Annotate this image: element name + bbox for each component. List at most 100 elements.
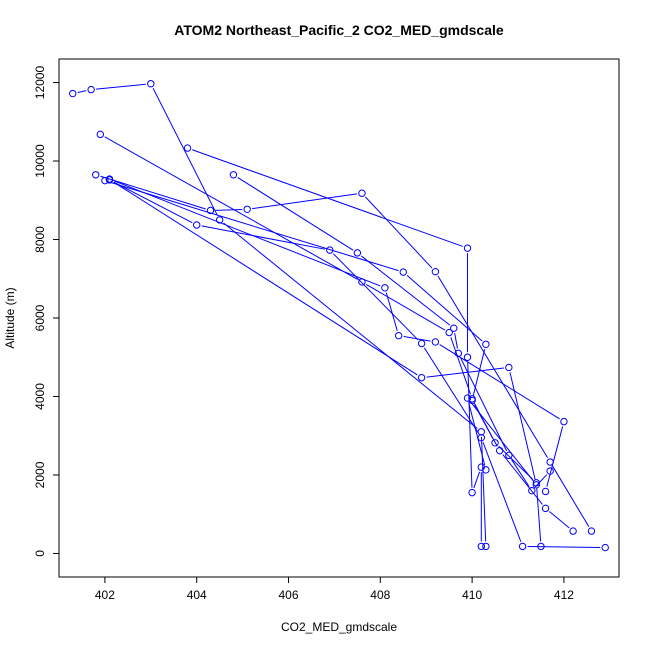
series-line-segment <box>482 442 522 542</box>
series-line-segment <box>549 511 570 529</box>
series-line-segment <box>546 426 564 487</box>
series-line-segment <box>527 545 601 548</box>
data-point <box>463 394 472 402</box>
y-tick-label: 0 <box>33 550 47 557</box>
y-axis-label: Altitude (m) <box>3 287 17 348</box>
series-7 <box>101 176 577 535</box>
data-point <box>450 324 458 332</box>
data-point <box>87 85 95 94</box>
series-line-segment <box>201 225 325 250</box>
data-point <box>431 338 440 346</box>
series-line-segment <box>511 459 530 487</box>
series-line-segment <box>192 149 463 247</box>
series-line-segment <box>109 181 399 272</box>
chart-title: ATOM2 Northeast_Pacific_2 CO2_MED_gmdsca… <box>174 22 504 38</box>
series-line-segment <box>365 196 433 269</box>
series-line-segment <box>113 180 381 287</box>
series-line-segment <box>113 181 193 224</box>
data-point <box>431 267 440 276</box>
series-line-segment <box>460 357 508 452</box>
data-point <box>560 417 568 426</box>
series-line-segment <box>450 337 471 395</box>
data-point <box>569 527 577 535</box>
series-line-segment <box>426 367 504 378</box>
data-point <box>206 206 215 215</box>
series-line-segment <box>252 193 358 210</box>
data-point <box>243 205 251 213</box>
series-line-segment <box>332 253 419 341</box>
series-line-segment <box>536 487 542 542</box>
data-point <box>482 466 490 474</box>
series-line-segment <box>552 466 590 528</box>
data-point <box>193 221 201 229</box>
series-4 <box>105 176 609 552</box>
series-line-segment <box>406 275 483 342</box>
x-tick-label: 404 <box>187 588 207 602</box>
series-line-segment <box>454 333 458 349</box>
y-tick-label: 2000 <box>33 461 47 488</box>
data-point <box>394 331 403 340</box>
series-line-segment <box>113 181 418 376</box>
data-point <box>96 130 105 139</box>
series-6 <box>229 171 554 495</box>
data-point <box>482 340 490 348</box>
series-line-segment <box>360 255 451 326</box>
x-tick-label: 402 <box>95 588 115 602</box>
data-point <box>353 249 362 257</box>
series-line-segment <box>534 474 548 488</box>
data-point <box>147 80 155 88</box>
data-point <box>463 244 472 252</box>
series-line-segment <box>502 454 543 505</box>
data-point <box>183 144 192 152</box>
series-line-segment <box>468 402 486 466</box>
series-line-segment <box>385 292 398 331</box>
series-line-segment <box>100 175 206 210</box>
x-tick-label: 410 <box>462 588 482 602</box>
x-tick-label: 406 <box>278 588 298 602</box>
series-line-segment <box>152 87 218 216</box>
plot-frame <box>58 58 620 578</box>
series-line-segment <box>96 83 146 90</box>
series-line-segment <box>237 177 354 251</box>
data-point <box>541 504 550 513</box>
series-line-segment <box>439 344 560 420</box>
y-tick-label: 6000 <box>33 304 47 331</box>
data-point <box>229 171 238 179</box>
data-point <box>482 542 490 551</box>
data-point <box>587 527 596 535</box>
y-tick-label: 10000 <box>33 144 47 178</box>
series-9 <box>105 175 568 496</box>
series-line-segment <box>473 471 481 489</box>
data-point <box>505 363 513 372</box>
data-point <box>541 487 550 496</box>
series-line-segment <box>472 349 486 396</box>
data-point <box>417 339 426 348</box>
data-point <box>518 542 527 551</box>
series-1 <box>69 80 490 551</box>
data-point <box>532 481 541 489</box>
series-line-segment <box>403 336 431 342</box>
y-axis: 0 2000 4000 6000 8000 10000 12000 <box>33 66 59 557</box>
series-line-segment <box>366 283 446 331</box>
series-5 <box>183 144 485 551</box>
x-axis-label: CO2_MED_gmdscale <box>281 620 397 634</box>
data-point <box>468 488 476 497</box>
series-line-segment <box>437 275 548 458</box>
x-tick-label: 412 <box>554 588 574 602</box>
data-point <box>69 89 77 98</box>
y-tick-label: 8000 <box>33 226 47 253</box>
data-point <box>491 439 499 447</box>
y-tick-label: 12000 <box>33 66 47 100</box>
data-point <box>358 189 366 197</box>
data-point <box>101 176 109 185</box>
series-line-segment <box>480 436 487 542</box>
series-line-segment <box>470 401 534 482</box>
x-tick-label: 408 <box>370 588 390 602</box>
data-point <box>495 446 504 455</box>
data-point <box>417 373 426 382</box>
series-line-segment <box>467 362 473 488</box>
data-point <box>381 284 389 292</box>
data-point <box>601 543 609 552</box>
data-point <box>528 486 536 495</box>
